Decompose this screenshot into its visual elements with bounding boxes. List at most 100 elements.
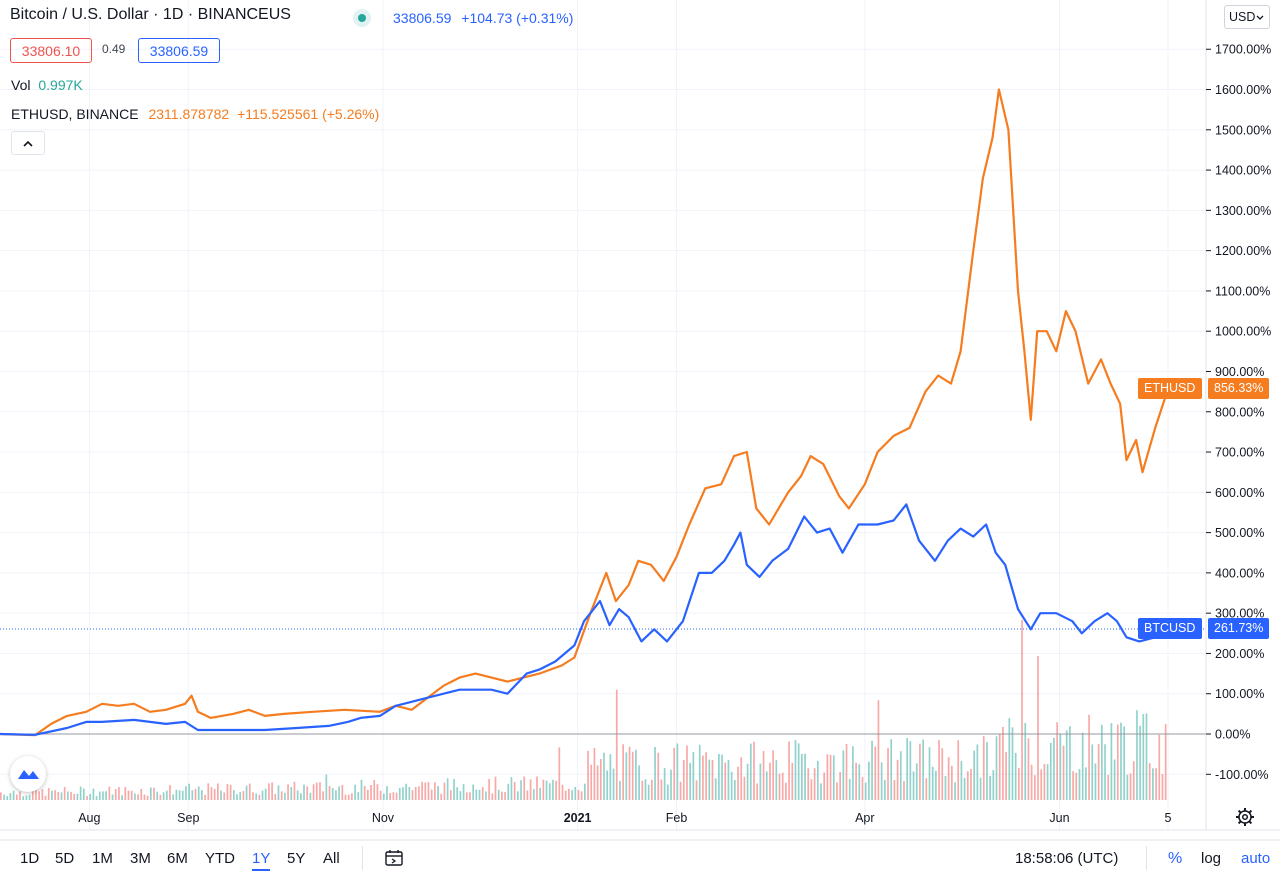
symbol-legend: Bitcoin / U.S. Dollar · 1D · BINANCEUS — [10, 6, 291, 24]
volume-bar — [679, 781, 682, 800]
currency-label: USD — [1229, 10, 1256, 24]
series-line-ethusd[interactable] — [0, 88, 1170, 737]
volume-bar — [660, 779, 663, 800]
volume-bar — [331, 788, 334, 800]
y-tick-label: 0.00% — [1215, 728, 1250, 742]
y-tick-label: 1600.00% — [1215, 83, 1271, 97]
volume-bar — [861, 777, 864, 800]
volume-bar — [584, 783, 586, 800]
collapse-legend-button[interactable] — [11, 131, 45, 155]
volume-bar — [529, 779, 532, 800]
volume-bar — [418, 786, 420, 800]
volume-bar — [1049, 742, 1052, 800]
volume-bar — [615, 689, 618, 800]
volume-bar — [1129, 773, 1132, 800]
volume-bar — [434, 782, 436, 800]
volume-bar — [788, 741, 790, 800]
volume-bar — [462, 784, 465, 800]
volume-bar — [845, 743, 848, 800]
log-scale-toggle[interactable]: log — [1201, 850, 1222, 867]
volume-bar — [344, 794, 347, 800]
last-price-legend: 33806.59 +104.73 (+0.31%) — [393, 10, 573, 26]
volume-bar — [702, 755, 704, 800]
volume-bar — [63, 786, 66, 800]
volume-bar — [299, 793, 302, 800]
buy-price-box[interactable]: 33806.59 — [138, 38, 220, 63]
volume-legend: Vol 0.997K — [11, 77, 83, 93]
volume-bar — [619, 781, 621, 800]
volume-bar — [449, 790, 452, 800]
volume-bar — [223, 792, 226, 800]
range-1y-button[interactable]: 1Y — [252, 850, 271, 871]
currency-selector[interactable]: USD — [1224, 5, 1270, 29]
compare-symbol[interactable]: ETHUSD, BINANCE — [11, 106, 139, 122]
volume-bar — [536, 776, 538, 800]
x-tick-label: Sep — [177, 811, 199, 825]
volume-bar — [813, 768, 816, 800]
btc-name: BTCUSD — [1144, 621, 1196, 635]
y-tick-label: 500.00% — [1215, 526, 1264, 540]
volume-bar — [1024, 722, 1027, 800]
volume-bar — [287, 784, 289, 800]
volume-bar — [201, 790, 203, 800]
clock-timezone[interactable]: 18:58:06 (UTC) — [1015, 850, 1119, 867]
y-tick-label: 1300.00% — [1215, 204, 1271, 218]
volume-bar — [832, 755, 835, 800]
symbol-title[interactable]: Bitcoin / U.S. Dollar · 1D · BINANCEUS — [10, 6, 291, 23]
volume-bar — [979, 777, 982, 800]
volume-bar — [705, 752, 707, 800]
volume-bar — [408, 786, 411, 800]
volume-bar — [1158, 734, 1161, 800]
volume-bar — [1155, 768, 1157, 800]
volume-bar — [548, 783, 551, 800]
range-1d-button[interactable]: 1D — [20, 850, 40, 867]
range-5d-button[interactable]: 5D — [55, 850, 75, 867]
volume-bar — [127, 790, 130, 800]
volume-bar — [325, 774, 328, 800]
sell-price-box[interactable]: 33806.10 — [10, 38, 92, 63]
volume-bar — [15, 794, 18, 800]
volume-bar — [797, 743, 800, 800]
volume-bar — [954, 782, 956, 800]
volume-bar — [1148, 763, 1151, 800]
tradingview-logo-button[interactable] — [10, 756, 46, 792]
volume-bar — [730, 771, 733, 800]
chart-settings-button[interactable] — [1234, 806, 1256, 828]
y-tick-label: 800.00% — [1215, 405, 1264, 419]
volume-bar — [912, 771, 915, 800]
volume-bar — [571, 790, 573, 800]
range-5y-button[interactable]: 5Y — [287, 850, 306, 867]
volume-bar — [737, 766, 739, 800]
y-tick-label: 400.00% — [1215, 566, 1264, 580]
auto-scale-toggle[interactable]: auto — [1241, 850, 1271, 867]
volume-bar — [577, 789, 580, 800]
last-price: 33806.59 — [393, 10, 452, 26]
volume-bar — [887, 748, 889, 800]
volume-bar — [60, 792, 63, 800]
series-line-btcusd[interactable] — [0, 503, 1169, 736]
y-tick-label: 1700.00% — [1215, 43, 1271, 57]
volume-bar — [306, 786, 309, 800]
volume-bar — [1145, 713, 1148, 800]
y-tick-label: 700.00% — [1215, 446, 1264, 460]
volume-bar — [6, 796, 9, 800]
volume-bar — [370, 785, 372, 800]
range-all-button[interactable]: All — [323, 850, 340, 867]
date-range-button[interactable] — [383, 847, 405, 869]
volume-bar — [118, 787, 120, 800]
time-axis: Aug Sep Nov 2021 Feb Apr Jun 5 — [78, 811, 1171, 825]
price-axis: 1700.00% 1600.00% 1500.00% 1400.00% 1300.00%… — [1206, 43, 1271, 782]
range-6m-button[interactable]: 6M — [167, 850, 188, 867]
volume-bar — [335, 790, 337, 800]
volume-bar — [1123, 726, 1126, 800]
volume-bar — [520, 780, 522, 800]
volume-bar — [995, 736, 998, 800]
volume-bar — [1078, 769, 1081, 800]
range-3m-button[interactable]: 3M — [130, 850, 151, 867]
volume-bar — [880, 762, 883, 800]
volume-bar — [264, 788, 267, 800]
range-1m-button[interactable]: 1M — [92, 850, 113, 867]
percent-scale-toggle[interactable]: % — [1168, 850, 1183, 867]
range-ytd-button[interactable]: YTD — [205, 850, 235, 867]
